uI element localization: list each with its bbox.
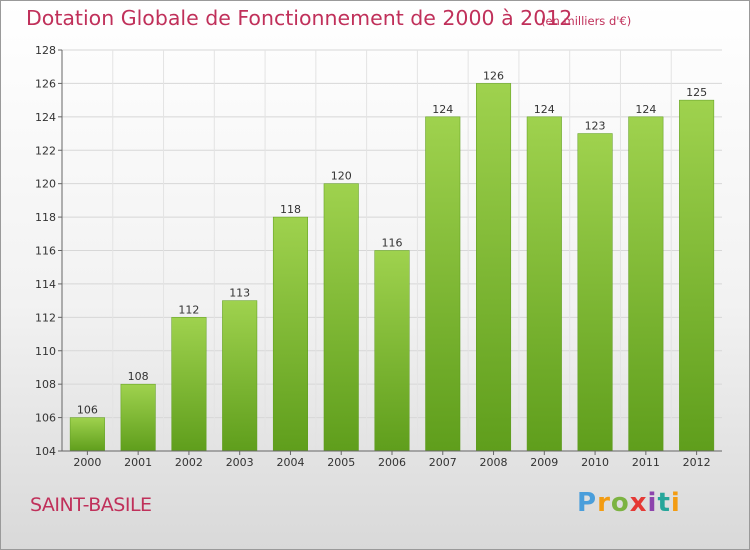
chart-title: Dotation Globale de Fonctionnement de 20… (26, 6, 573, 30)
x-tick-label: 2006 (378, 456, 406, 469)
x-tick-label: 2007 (429, 456, 457, 469)
x-tick-label: 2011 (632, 456, 660, 469)
x-tick-label: 2010 (581, 456, 609, 469)
bar-2002 (171, 317, 207, 452)
data-label: 112 (178, 303, 199, 316)
bar-2012 (679, 99, 715, 452)
bar-layer (69, 83, 715, 452)
y-tick-label: 124 (35, 111, 56, 124)
y-tick-label: 126 (35, 77, 56, 90)
bar-2006 (374, 250, 410, 452)
bar-2007 (425, 116, 461, 452)
x-tick-label: 2008 (480, 456, 508, 469)
bar-2004 (272, 216, 308, 452)
logo-letter: t (657, 488, 671, 518)
x-tick-label: 2005 (327, 456, 355, 469)
y-tick-label: 110 (35, 345, 56, 358)
bar-2003 (222, 300, 258, 452)
y-tick-label: 128 (35, 44, 56, 57)
bar-2010 (577, 133, 613, 452)
commune-name: SAINT-BASILE (30, 494, 152, 516)
y-tick-label: 120 (35, 178, 56, 191)
data-label: 123 (585, 120, 606, 133)
bar-2005 (323, 183, 359, 452)
data-label: 106 (77, 404, 98, 417)
chart-unit: (en milliers d'€) (541, 14, 632, 28)
data-label: 125 (686, 86, 707, 99)
logo-letter: i (670, 488, 681, 518)
bar-2008 (476, 83, 512, 452)
data-label: 124 (432, 103, 453, 116)
x-tick-label: 2012 (683, 456, 711, 469)
label-layer: 104 106 108 110 112 114 116 118 120 122 124 126 128 1… (35, 44, 711, 469)
logo-letter: P (577, 488, 598, 518)
logo-letter: r (597, 488, 611, 518)
data-label: 118 (280, 203, 301, 216)
data-label: 126 (483, 69, 504, 82)
x-tick-label: 2009 (530, 456, 558, 469)
x-tick-label: 2003 (226, 456, 254, 469)
data-label: 108 (128, 370, 149, 383)
y-tick-label: 114 (35, 278, 56, 291)
data-label: 116 (382, 237, 403, 250)
y-tick-label: 112 (35, 311, 56, 324)
logo-letter: x (629, 488, 648, 518)
proxiti-logo[interactable]: Proxiti (577, 488, 681, 518)
x-tick-label: 2000 (73, 456, 101, 469)
y-tick-label: 106 (35, 412, 56, 425)
y-tick-label: 108 (35, 378, 56, 391)
data-label: 124 (534, 103, 555, 116)
y-tick-label: 116 (35, 245, 56, 258)
logo-letter: o (610, 488, 630, 518)
y-tick-label: 104 (35, 445, 56, 458)
bar-2001 (120, 383, 156, 452)
x-tick-label: 2004 (276, 456, 304, 469)
data-label: 124 (635, 103, 656, 116)
bar-2009 (526, 116, 562, 452)
bar-2011 (628, 116, 664, 452)
axis-layer (58, 49, 722, 455)
x-tick-label: 2002 (175, 456, 203, 469)
data-label: 113 (229, 287, 250, 300)
bar-2000 (69, 417, 105, 452)
data-label: 120 (331, 170, 352, 183)
logo-letter: i (647, 488, 658, 518)
y-tick-label: 118 (35, 211, 56, 224)
y-tick-label: 122 (35, 144, 56, 157)
x-tick-label: 2001 (124, 456, 152, 469)
